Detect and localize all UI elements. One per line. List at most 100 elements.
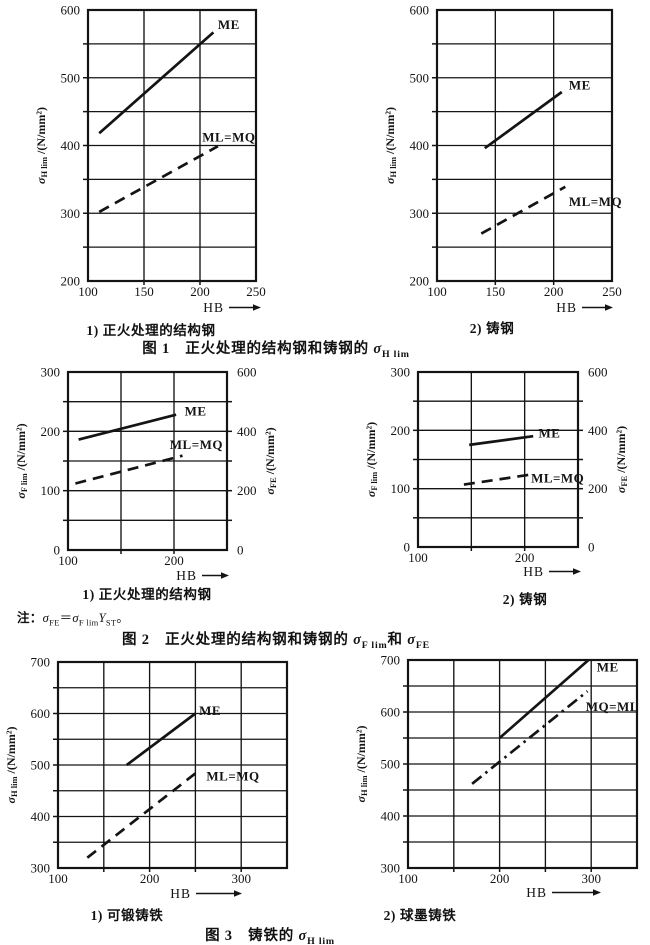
series-line-ME: [484, 90, 563, 150]
hb-arrow-head: [234, 890, 242, 897]
x-tick-label: 150: [486, 284, 506, 299]
chart-fig1-normalized-structural-steel: 200 300 400 500 600 100 150 200 250 σH lim /(N/mm…: [34, 3, 266, 316]
x-tick-label: 100: [427, 284, 447, 299]
x-axis-label-hb: HB: [523, 564, 544, 579]
y-tick-label: 700: [31, 655, 51, 670]
chart-subcaption-fig3-nodular-cast-iron: 2) 球墨铸铁: [383, 908, 457, 923]
y-axis-title: σH lim /(N/mm²): [354, 726, 369, 803]
series-label-ME: ME: [218, 17, 240, 32]
y-axis-title: σF lim /(N/mm²): [364, 422, 379, 497]
y-tick-label: 500: [61, 70, 81, 85]
y-right-tick-label: 400: [588, 423, 608, 438]
y-tick-label: 0: [404, 540, 411, 555]
x-axis-label-hb: HB: [556, 300, 577, 315]
y-right-axis-title: σFE /(N/mm²): [614, 426, 629, 493]
y-axis-title: σH lim /(N/mm²): [34, 107, 49, 184]
x-tick-label: 300: [581, 871, 601, 886]
series-label-ML-MQ: ML=MQ: [569, 194, 622, 209]
series-line-ML-MQ: [463, 473, 531, 486]
x-tick-label: 200: [164, 553, 184, 568]
y-axis-title: σF lim /(N/mm²): [14, 423, 29, 498]
y-tick-label: 600: [381, 705, 401, 720]
x-tick-label: 250: [602, 284, 622, 299]
y-right-tick-label: 600: [237, 365, 257, 380]
y-tick-label: 300: [410, 206, 430, 221]
chart-subcaption-fig2-cast-steel: 2) 铸钢: [502, 592, 548, 607]
x-tick-label: 200: [140, 871, 160, 886]
hb-arrow-head: [593, 889, 601, 896]
y-tick-label: 500: [381, 757, 401, 772]
chart-subcaption-fig2-normalized-structural-steel: 1) 正火处理的结构钢: [82, 587, 212, 602]
series-line-ME: [78, 413, 177, 441]
y-tick-label: 300: [31, 861, 51, 876]
series-label-MQ-ML: MQ=ML: [586, 699, 639, 714]
x-tick-label: 150: [134, 284, 154, 299]
series-label-ML-MQ: ML=MQ: [531, 470, 584, 485]
series-label-ML-MQ: ML=MQ: [170, 437, 223, 452]
y-tick-label: 300: [41, 365, 61, 380]
hb-arrow-head: [573, 568, 581, 575]
y-axis-title: σH lim /(N/mm²): [383, 107, 398, 184]
x-axis-label-hb: HB: [526, 885, 547, 900]
y-tick-label: 300: [61, 206, 81, 221]
figure-2-caption: 图 2 正火处理的结构钢和铸钢的 σF lim和 σFE: [121, 632, 431, 651]
x-tick-label: 200: [515, 550, 535, 565]
y-tick-label: 700: [381, 653, 401, 668]
x-tick-label: 100: [48, 871, 68, 886]
y-tick-label: 600: [410, 3, 430, 18]
x-tick-label: 300: [231, 871, 251, 886]
y-tick-label: 200: [410, 274, 430, 289]
chart-fig1-cast-steel: 200 300 400 500 600 100 150 200 250 σH lim /(N/mm…: [383, 3, 622, 316]
y-right-tick-label: 0: [237, 543, 244, 558]
y-axis-title: σH lim /(N/mm²): [4, 727, 19, 804]
y-tick-label: 100: [41, 483, 61, 498]
chart-fig3-nodular-cast-iron: 300 400 500 600 700 100 200 300 σH lim /(N/mm²) H…: [354, 653, 639, 901]
x-tick-label: 100: [58, 553, 78, 568]
y-tick-label: 200: [391, 423, 411, 438]
x-axis-label-hb: HB: [170, 886, 191, 901]
x-tick-label: 200: [490, 871, 510, 886]
y-right-tick-label: 400: [237, 424, 257, 439]
y-tick-label: 200: [61, 274, 81, 289]
y-tick-label: 400: [410, 138, 430, 153]
y-tick-label: 500: [410, 70, 430, 85]
chart-subcaption-fig1-cast-steel: 2) 铸钢: [469, 321, 515, 336]
y-tick-label: 300: [381, 861, 401, 876]
y-tick-label: 400: [31, 809, 51, 824]
x-axis-label-hb: HB: [176, 568, 197, 583]
y-tick-label: 600: [31, 706, 51, 721]
x-tick-label: 250: [246, 284, 266, 299]
series-label-ME: ME: [199, 703, 221, 718]
series-line-ML-MQ: [75, 454, 183, 485]
x-tick-label: 200: [190, 284, 210, 299]
figure-3-caption: 图 3 铸铁的 σH lim: [205, 928, 335, 945]
series-line-ME: [125, 712, 197, 767]
chart-subcaption-fig3-malleable-cast-iron: 1) 可锻铸铁: [90, 908, 164, 923]
series-line-ME: [469, 434, 534, 447]
series-label-ML-MQ: ML=MQ: [202, 129, 255, 144]
series-line-ML-MQ: [86, 771, 198, 859]
chart-subcaption-fig1-normalized-structural-steel: 1) 正火处理的结构钢: [86, 323, 216, 338]
hb-arrow-head: [605, 304, 613, 311]
y-right-tick-label: 200: [588, 481, 608, 496]
series-line-ML-MQ: [480, 185, 566, 235]
y-right-tick-label: 200: [237, 483, 257, 498]
series-line-ME: [98, 31, 215, 135]
x-axis-label-hb: HB: [203, 300, 224, 315]
chart-fig3-malleable-cast-iron: 300 400 500 600 700 100 200 300 σH lim /(N/mm²) H…: [4, 655, 289, 901]
series-label-ME: ME: [569, 77, 591, 92]
note-formula: 注：σFE＝σF limYST。: [17, 611, 130, 628]
x-tick-label: 100: [78, 284, 98, 299]
x-tick-label: 100: [398, 871, 418, 886]
y-right-tick-label: 600: [588, 365, 608, 380]
y-tick-label: 600: [61, 3, 81, 18]
series-line-ME: [498, 658, 590, 740]
series-label-ME: ME: [539, 425, 561, 440]
y-tick-label: 400: [61, 138, 81, 153]
y-tick-label: 300: [391, 365, 411, 380]
series-label-ME: ME: [185, 403, 207, 418]
y-tick-label: 100: [391, 481, 411, 496]
